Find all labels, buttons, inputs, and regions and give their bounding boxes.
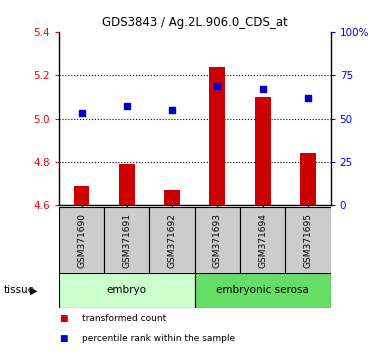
- Bar: [149, 207, 195, 274]
- Bar: [195, 207, 240, 274]
- Point: [79, 110, 85, 116]
- Point: [124, 104, 130, 109]
- Text: ■: ■: [59, 314, 67, 323]
- Text: GSM371692: GSM371692: [168, 213, 177, 268]
- Bar: [119, 164, 135, 205]
- Text: ▶: ▶: [30, 285, 37, 295]
- Bar: [104, 207, 149, 274]
- Point: [305, 95, 311, 101]
- Bar: [59, 273, 195, 308]
- Text: embryonic serosa: embryonic serosa: [216, 285, 309, 295]
- Bar: [300, 153, 316, 205]
- Text: transformed count: transformed count: [82, 314, 166, 323]
- Bar: [195, 273, 331, 308]
- Text: GSM371691: GSM371691: [122, 213, 131, 268]
- Bar: [240, 207, 285, 274]
- Text: percentile rank within the sample: percentile rank within the sample: [82, 333, 235, 343]
- Text: GSM371694: GSM371694: [258, 213, 267, 268]
- Point: [260, 86, 266, 92]
- Text: GSM371693: GSM371693: [213, 213, 222, 268]
- Bar: [255, 97, 271, 205]
- Point: [214, 83, 220, 88]
- Bar: [59, 207, 104, 274]
- Text: GSM371695: GSM371695: [304, 213, 312, 268]
- Title: GDS3843 / Ag.2L.906.0_CDS_at: GDS3843 / Ag.2L.906.0_CDS_at: [102, 16, 288, 29]
- Text: tissue: tissue: [4, 285, 35, 295]
- Text: GSM371690: GSM371690: [77, 213, 86, 268]
- Text: embryo: embryo: [107, 285, 147, 295]
- Bar: [74, 186, 89, 205]
- Point: [169, 107, 175, 113]
- Bar: [285, 207, 331, 274]
- Bar: [209, 67, 225, 205]
- Bar: [164, 190, 180, 205]
- Text: ■: ■: [59, 333, 67, 343]
